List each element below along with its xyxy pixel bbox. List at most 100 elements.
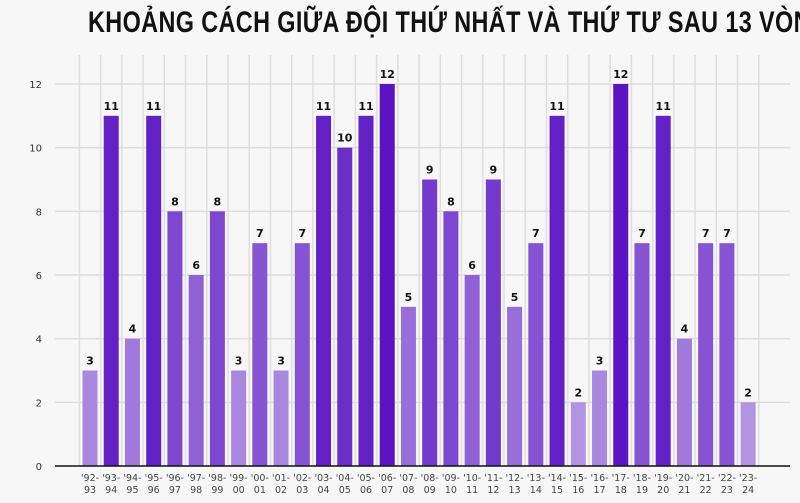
data-label: 8: [447, 195, 455, 208]
x-tick-label: '07-: [399, 473, 417, 484]
bar-18-19: [634, 243, 650, 466]
data-label: 11: [549, 100, 564, 113]
x-tick-label: '06-: [378, 473, 396, 484]
x-tick-label: '96-: [166, 473, 184, 484]
data-label: 12: [613, 68, 628, 81]
x-tick-label: '98-: [208, 473, 226, 484]
x-tick-label: '08-: [421, 473, 439, 484]
bar-06-07: [379, 84, 395, 466]
x-tick-label: 01: [254, 485, 266, 496]
x-tick-label: '13-: [527, 473, 545, 484]
x-tick-label: '16-: [590, 473, 608, 484]
bar-15-16: [570, 402, 586, 466]
x-tick-label: '93-: [102, 473, 120, 484]
x-tick-label: 05: [339, 485, 351, 496]
y-tick-label: 8: [36, 207, 42, 218]
bar-22-23: [719, 243, 735, 466]
x-tick-label: 94: [105, 485, 117, 496]
data-label: 3: [86, 355, 94, 368]
bar-09-10: [443, 211, 459, 466]
y-tick-label: 2: [36, 398, 42, 409]
x-tick-label: '11-: [484, 473, 502, 484]
x-tick-label: 13: [509, 485, 521, 496]
x-tick-label: 16: [572, 485, 584, 496]
data-label: 11: [104, 100, 119, 113]
x-tick-label: '09-: [442, 473, 460, 484]
x-tick-label: '12-: [506, 473, 524, 484]
x-tick-label: 17: [593, 485, 605, 496]
x-tick-label: '19-: [654, 473, 672, 484]
x-tick-label: 07: [381, 485, 393, 496]
data-label: 7: [723, 227, 731, 240]
data-label: 10: [337, 132, 353, 145]
x-tick-label: 18: [615, 485, 627, 496]
x-tick-label: 95: [126, 485, 138, 496]
data-label: 9: [426, 164, 434, 177]
bar-05-06: [358, 115, 374, 466]
x-tick-label: 08: [402, 485, 414, 496]
x-tick-label: 00: [233, 485, 245, 496]
bar-02-03: [294, 243, 310, 466]
x-tick-label: '21-: [697, 473, 715, 484]
bar-10-11: [464, 275, 480, 466]
bar-20-21: [676, 338, 692, 466]
bar-93-94: [103, 115, 119, 466]
x-tick-label: '15-: [569, 473, 587, 484]
data-label: 7: [256, 227, 264, 240]
x-tick-label: 98: [190, 485, 202, 496]
y-tick-label: 4: [36, 335, 42, 346]
x-tick-label: '20-: [675, 473, 693, 484]
data-label: 6: [192, 259, 200, 272]
x-tick-label: '23-: [739, 473, 757, 484]
data-label: 2: [574, 386, 582, 399]
data-label: 12: [380, 68, 395, 81]
x-tick-label: 93: [84, 485, 96, 496]
x-tick-label: 10: [445, 485, 457, 496]
bar-11-12: [485, 179, 501, 466]
data-label: 8: [214, 195, 222, 208]
data-label: 5: [405, 291, 413, 304]
x-tick-label: 12: [487, 485, 499, 496]
x-tick-label: '05-: [357, 473, 375, 484]
x-tick-label: '04-: [336, 473, 354, 484]
x-tick-label: 19: [636, 485, 648, 496]
x-tick-label: 09: [424, 485, 436, 496]
x-tick-label: '00-: [251, 473, 269, 484]
bar-04-05: [337, 147, 353, 466]
data-label: 5: [511, 291, 519, 304]
bar-00-01: [252, 243, 268, 466]
x-tick-label: '02-: [293, 473, 311, 484]
x-tick-label: 14: [530, 485, 542, 496]
chart-title: KHOẢNG CÁCH GIỮA ĐỘI THỨ NHẤT VÀ THỨ TƯ …: [88, 6, 800, 39]
data-label: 8: [171, 195, 179, 208]
x-tick-label: '92-: [81, 473, 99, 484]
y-tick-label: 6: [36, 271, 42, 282]
bar-17-18: [613, 84, 629, 466]
x-tick-label: 03: [296, 485, 308, 496]
x-tick-label: 99: [211, 485, 223, 496]
bar-99-00: [231, 370, 247, 466]
x-tick-label: 24: [742, 485, 754, 496]
bar-03-04: [316, 115, 332, 466]
x-tick-label: '99-: [230, 473, 248, 484]
x-tick-label: 15: [551, 485, 563, 496]
bar-95-96: [146, 115, 162, 466]
y-tick-label: 10: [29, 144, 42, 155]
data-label: 3: [235, 355, 243, 368]
data-label: 7: [532, 227, 540, 240]
data-label: 7: [298, 227, 306, 240]
bar-21-22: [698, 243, 714, 466]
data-label: 9: [490, 164, 498, 177]
data-label: 11: [316, 100, 331, 113]
x-tick-label: '01-: [272, 473, 290, 484]
bar-16-17: [592, 370, 608, 466]
bar-23-24: [740, 402, 756, 466]
x-tick-label: '95-: [145, 473, 163, 484]
x-tick-label: '18-: [633, 473, 651, 484]
bar-19-20: [655, 115, 671, 466]
data-label: 3: [596, 355, 604, 368]
y-tick-label: 0: [36, 462, 42, 473]
bar-92-93: [82, 370, 98, 466]
bar-96-97: [167, 211, 183, 466]
